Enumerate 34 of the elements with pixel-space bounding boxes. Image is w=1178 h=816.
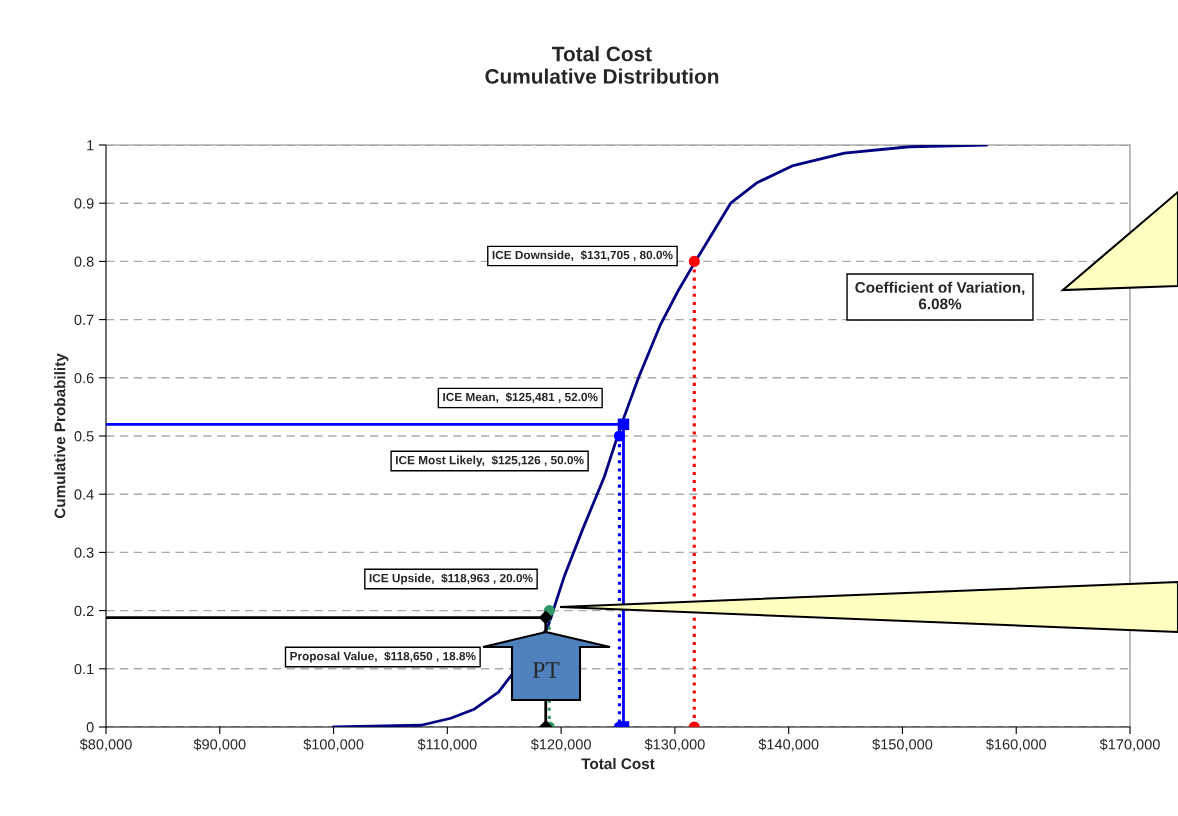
y-tick-label: 0 — [86, 722, 94, 733]
y-tick-label: 0.5 — [74, 431, 94, 442]
annotation: ICE Mean, $125,481 , 52.0% — [443, 392, 598, 403]
x-tick-label: $130,000 — [644, 738, 705, 752]
annotation: ICE Upside, $118,963 , 20.0% — [369, 573, 533, 585]
annotation: ICE Downside, $131,705 , 80.0% — [492, 250, 673, 261]
x-tick-label: $100,000 — [303, 738, 364, 752]
point — [538, 610, 553, 625]
y-tick-label: 0.9 — [74, 198, 94, 209]
y-tick-label: 1 — [87, 140, 94, 151]
chart-title: Total Cost Cumulative Distribution — [485, 46, 719, 84]
x-tick-label: $150,000 — [872, 738, 933, 752]
x-tick-label: $120,000 — [530, 738, 591, 752]
y-tick-label: 0.8 — [74, 256, 94, 267]
y-tick-label: 0.1 — [74, 663, 94, 675]
point — [613, 430, 625, 442]
y-axis-title: Cumulative Probability — [54, 353, 69, 519]
y-tick-label: 0.2 — [74, 605, 94, 617]
y-tick-label: 0.3 — [74, 547, 94, 558]
annotation: Coefficient of Variation, 6.08% — [855, 281, 1025, 310]
annotation: PT — [532, 662, 560, 678]
x-tick-label: $160,000 — [985, 738, 1047, 752]
annotation: Proposal Value, $118,650 , 18.8% — [290, 651, 476, 663]
x-tick-label: $90,000 — [193, 738, 246, 752]
x-axis-title: Total Cost — [581, 757, 655, 770]
annotation: ICE Most Likely, $125,126 , 50.0% — [396, 455, 584, 467]
x-tick-label: $140,000 — [758, 738, 819, 752]
x-tick-label: $80,000 — [79, 738, 132, 752]
y-tick-label: 0.4 — [74, 489, 94, 500]
point — [617, 418, 630, 431]
x-tick-label: $110,000 — [417, 738, 477, 752]
y-tick-label: 0.7 — [74, 314, 94, 326]
y-tick-label: 0.6 — [74, 372, 94, 384]
x-tick-label: $170,000 — [1099, 738, 1160, 752]
